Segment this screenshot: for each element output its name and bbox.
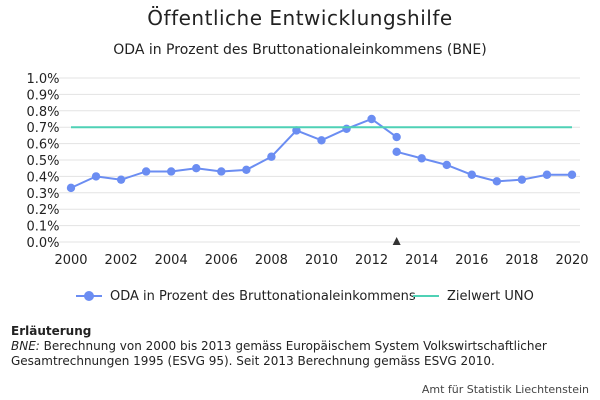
data-point <box>167 167 176 176</box>
x-tick-label: 2014 <box>405 253 438 268</box>
data-point <box>141 167 151 176</box>
note-text: Berechnung von 2000 bis 2013 gemäss Euro… <box>11 339 547 368</box>
data-point <box>392 147 401 156</box>
data-point <box>417 154 426 163</box>
legend-swatch-target <box>413 288 439 304</box>
data-point <box>467 170 476 179</box>
y-tick-label: 0.6% <box>26 138 59 153</box>
legend-item-oda[interactable]: ODA in Prozent des Bruttonationaleinkomm… <box>76 288 416 304</box>
data-point <box>492 177 502 186</box>
note-title: Erläuterung <box>11 324 92 338</box>
data-point <box>392 132 401 142</box>
series-line <box>70 117 398 189</box>
y-tick-label: 1.0% <box>26 72 59 87</box>
y-tick-label: 0.5% <box>26 154 59 169</box>
note-body: BNE: Berechnung von 2000 bis 2013 gemäss… <box>11 339 591 369</box>
data-point <box>116 175 126 184</box>
x-tick-label: 2020 <box>555 253 588 268</box>
x-tick-label: 2010 <box>305 253 338 268</box>
y-tick-label: 0.4% <box>26 170 59 185</box>
x-tick-label: 2006 <box>205 253 238 268</box>
explanation-note: Erläuterung BNE: Berechnung von 2000 bis… <box>11 324 591 369</box>
y-tick-label: 0.8% <box>26 105 59 120</box>
x-tick-label: 2004 <box>155 253 188 268</box>
y-tick-label: 0.9% <box>26 88 59 103</box>
y-tick-label: 0.2% <box>26 203 59 218</box>
break-marker-triangle <box>392 237 401 245</box>
data-point <box>517 175 527 184</box>
data-point <box>292 126 301 135</box>
x-tick-label: 2018 <box>505 253 538 268</box>
data-point <box>367 114 376 124</box>
x-tick-label: 2008 <box>255 253 288 268</box>
chart-subtitle: ODA in Prozent des Bruttonationaleinkomm… <box>113 42 487 58</box>
legend-item-target[interactable]: Zielwert UNO <box>413 288 534 304</box>
data-point <box>91 172 101 181</box>
y-tick-label: 0.1% <box>26 220 59 235</box>
data-point <box>567 170 577 179</box>
x-tick-label: 2012 <box>355 253 388 268</box>
data-point <box>342 124 351 134</box>
series-line <box>396 150 572 183</box>
data-point <box>242 165 251 175</box>
line-chart: 0.0%0.1% 0.2%0.3% 0.4%0.5%0.6% 0.7%0.8% 0.9%… <box>26 72 588 268</box>
x-tick-label: 2002 <box>105 253 138 268</box>
x-tick-label: 2016 <box>455 253 488 268</box>
legend-label-target: Zielwert UNO <box>447 288 534 304</box>
chart-title: Öffentliche Entwicklungshilfe <box>147 6 453 30</box>
data-point <box>542 170 552 179</box>
data-point <box>217 167 226 176</box>
data-point <box>66 183 76 193</box>
y-tick-label: 0.7% <box>26 121 59 136</box>
data-point <box>317 136 326 145</box>
data-point <box>192 164 201 173</box>
x-tick-label: 2000 <box>54 253 87 268</box>
legend-label-oda: ODA in Prozent des Bruttonationaleinkomm… <box>110 288 416 304</box>
chart-legend: ODA in Prozent des Bruttonationaleinkomm… <box>0 288 600 308</box>
source-credit: Amt für Statistik Liechtenstein <box>421 383 589 396</box>
note-term: BNE: <box>11 339 40 353</box>
data-point <box>267 152 276 161</box>
y-tick-label: 0.0% <box>26 236 59 251</box>
legend-swatch-oda <box>76 288 102 304</box>
data-point <box>442 160 451 170</box>
y-tick-label: 0.3% <box>26 187 59 202</box>
